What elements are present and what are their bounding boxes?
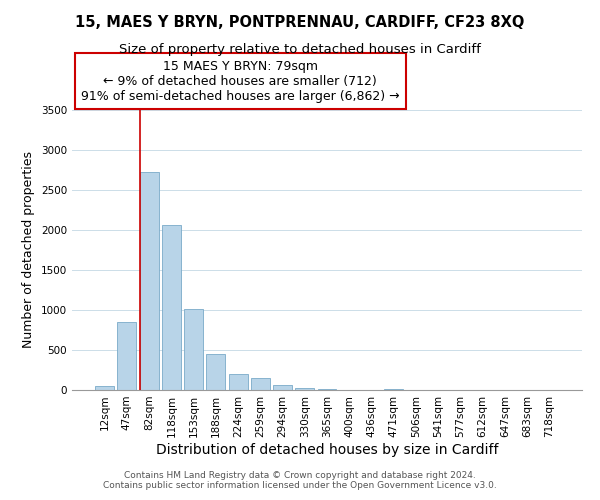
Text: Contains HM Land Registry data © Crown copyright and database right 2024.
Contai: Contains HM Land Registry data © Crown c… [103, 470, 497, 490]
Bar [140, 172, 158, 390]
Text: 15 MAES Y BRYN: 79sqm
← 9% of detached houses are smaller (712)
91% of semi-deta: 15 MAES Y BRYN: 79sqm ← 9% of detached h… [81, 60, 400, 102]
Bar [162, 225, 181, 390]
Bar [184, 309, 203, 390]
Text: Size of property relative to detached houses in Cardiff: Size of property relative to detached ho… [119, 42, 481, 56]
Bar [118, 322, 136, 390]
Bar [229, 374, 248, 390]
Bar [295, 388, 314, 390]
Bar [317, 389, 337, 390]
Bar [273, 385, 292, 390]
Text: 15, MAES Y BRYN, PONTPRENNAU, CARDIFF, CF23 8XQ: 15, MAES Y BRYN, PONTPRENNAU, CARDIFF, C… [76, 15, 524, 30]
Bar [95, 386, 114, 390]
Bar [384, 389, 403, 390]
Bar [251, 378, 270, 390]
Bar [206, 354, 225, 390]
X-axis label: Distribution of detached houses by size in Cardiff: Distribution of detached houses by size … [156, 442, 498, 456]
Y-axis label: Number of detached properties: Number of detached properties [22, 152, 35, 348]
